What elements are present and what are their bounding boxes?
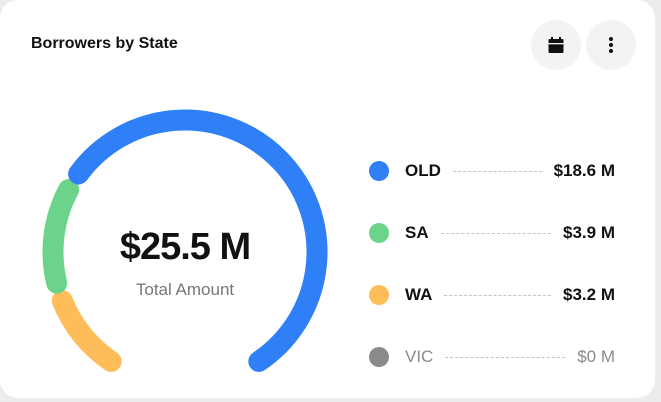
- gauge-segment-old: [68, 109, 328, 372]
- legend-dot: [369, 347, 389, 367]
- card-title: Borrowers by State: [31, 35, 178, 52]
- legend-item-wa: WA $3.2 M: [369, 264, 615, 326]
- total-amount: $25.5 M: [119, 226, 251, 268]
- gauge-segment-sa: [42, 179, 80, 294]
- gauge-segment-wa: [51, 290, 122, 372]
- legend-name: SA: [405, 223, 429, 242]
- legend-item-old: OLD $18.6 M: [369, 140, 615, 202]
- legend-value: $18.6 M: [553, 161, 615, 180]
- legend-name: VIC: [405, 347, 434, 366]
- legend-dot: [369, 223, 389, 243]
- dotted-leader: [452, 170, 542, 172]
- legend: OLD $18.6 M SA $3.9 M WA $3.2 M VIC $0 M: [369, 140, 615, 388]
- legend-dot: [369, 161, 389, 181]
- calendar-icon: [548, 37, 564, 53]
- legend-item-sa: SA $3.9 M: [369, 202, 615, 264]
- legend-name: WA: [405, 285, 433, 304]
- legend-value: $3.2 M: [563, 285, 615, 304]
- legend-item-vic: VIC $0 M: [369, 326, 615, 388]
- legend-value: $0 M: [577, 347, 615, 366]
- more-options-button[interactable]: [586, 20, 636, 70]
- dotted-leader: [440, 232, 552, 234]
- legend-value: $3.9 M: [563, 223, 615, 242]
- legend-name: OLD: [405, 161, 441, 180]
- legend-dot: [369, 285, 389, 305]
- dotted-leader: [445, 356, 566, 358]
- total-amount-label: Total Amount: [135, 280, 235, 299]
- dotted-leader: [444, 294, 552, 296]
- calendar-button[interactable]: [531, 20, 581, 70]
- more-vertical-icon: [609, 37, 613, 53]
